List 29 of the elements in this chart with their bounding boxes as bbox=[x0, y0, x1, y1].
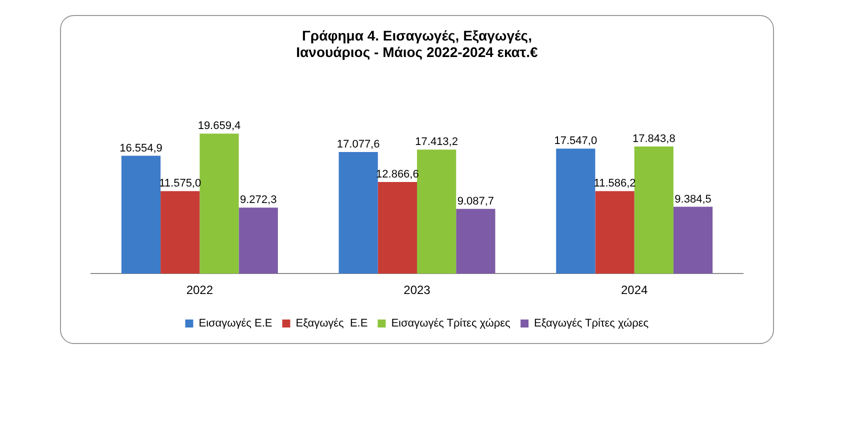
legend-label: Εξαγωγές Τρίτες χώρες bbox=[534, 318, 649, 330]
data-label: 19.659,4 bbox=[198, 120, 241, 132]
data-label: 17.843,8 bbox=[632, 133, 676, 146]
x-tick-label: 2023 bbox=[404, 283, 431, 298]
x-tick-label: 2022 bbox=[186, 283, 214, 298]
data-label: 16.554,9 bbox=[120, 142, 162, 154]
legend-label: Εξαγωγές Ε.Ε bbox=[296, 318, 368, 330]
bar bbox=[673, 206, 713, 274]
bar bbox=[238, 208, 278, 274]
bar bbox=[634, 146, 674, 274]
legend-label: Εισαγωγές Τρίτες χώρες bbox=[391, 318, 510, 330]
bar bbox=[121, 156, 161, 274]
data-label: 9.087,7 bbox=[457, 195, 494, 208]
data-label: 9.272,3 bbox=[240, 194, 277, 206]
data-label: 9.384,5 bbox=[674, 193, 712, 206]
data-label: 17.413,2 bbox=[415, 136, 458, 148]
legend-label: Εισαγωγές Ε.Ε bbox=[198, 318, 272, 330]
bar bbox=[160, 191, 200, 274]
bar bbox=[378, 182, 417, 274]
data-label: 17.547,0 bbox=[554, 135, 598, 148]
x-tick-label: 2024 bbox=[620, 283, 648, 298]
bar bbox=[456, 208, 496, 274]
chart-title: Γράφημα 4. Εισαγωγές, Εξαγωγές, Ιανουάριος - Μάιος 2022-2024 εκατ.€ bbox=[296, 27, 538, 60]
bar bbox=[338, 152, 378, 274]
bar bbox=[200, 134, 239, 274]
bar bbox=[595, 191, 634, 274]
bar bbox=[556, 148, 596, 274]
data-label: 17.077,6 bbox=[336, 138, 380, 151]
bar bbox=[417, 150, 456, 274]
